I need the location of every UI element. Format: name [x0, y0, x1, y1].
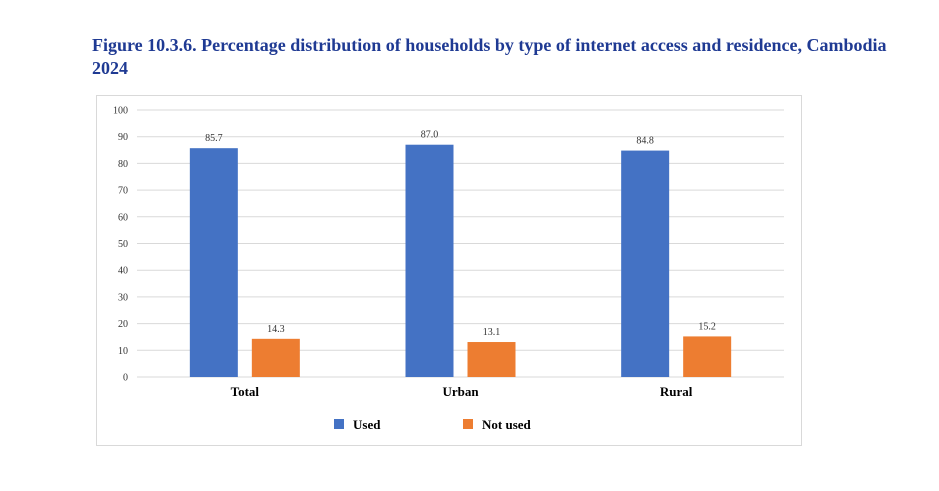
- bar-total-used: [189, 148, 238, 377]
- data-label: 87.0: [421, 130, 439, 141]
- x-category-label: Total: [231, 384, 260, 399]
- legend-label: Used: [353, 417, 381, 432]
- y-axis-ticks: 0 10 20 30 40 50 60 70 80 90 100: [113, 106, 128, 384]
- gridlines: [137, 109, 784, 378]
- x-axis-categories: Total Urban Rural: [231, 384, 693, 399]
- bars: [189, 144, 732, 377]
- bar-rural-used: [621, 150, 670, 377]
- data-label: 84.8: [636, 136, 654, 147]
- data-label: 85.7: [205, 133, 223, 144]
- data-labels: 85.7 14.3 87.0 13.1 84.8 15.2: [205, 130, 716, 338]
- bar-urban-used: [405, 144, 454, 377]
- chart-frame: 0 10 20 30 40 50 60 70 80 90 100 85.7 14.3 87.0 13.1 8…: [96, 95, 802, 446]
- x-category-label: Urban: [442, 384, 479, 399]
- y-tick-label: 40: [118, 266, 128, 277]
- bar-rural-not-used: [683, 336, 732, 377]
- y-tick-label: 20: [118, 319, 128, 330]
- y-tick-label: 60: [118, 212, 128, 223]
- legend-label: Not used: [482, 417, 532, 432]
- figure-title: Figure 10.3.6. Percentage distribution o…: [92, 35, 887, 78]
- x-category-label: Rural: [660, 384, 693, 399]
- data-label: 15.2: [698, 321, 716, 332]
- legend: Used Not used: [334, 417, 532, 432]
- y-tick-label: 100: [113, 106, 128, 117]
- legend-swatch-used: [334, 419, 344, 429]
- data-label: 14.3: [267, 324, 285, 335]
- y-tick-label: 80: [118, 159, 128, 170]
- y-tick-label: 50: [118, 239, 128, 250]
- y-tick-label: 90: [118, 132, 128, 143]
- y-tick-label: 0: [123, 373, 128, 384]
- bar-total-not-used: [251, 338, 300, 377]
- data-label: 13.1: [483, 327, 501, 338]
- y-tick-label: 70: [118, 186, 128, 197]
- y-tick-label: 30: [118, 292, 128, 303]
- y-tick-label: 10: [118, 346, 128, 357]
- legend-swatch-not-used: [463, 419, 473, 429]
- bar-urban-not-used: [467, 342, 516, 377]
